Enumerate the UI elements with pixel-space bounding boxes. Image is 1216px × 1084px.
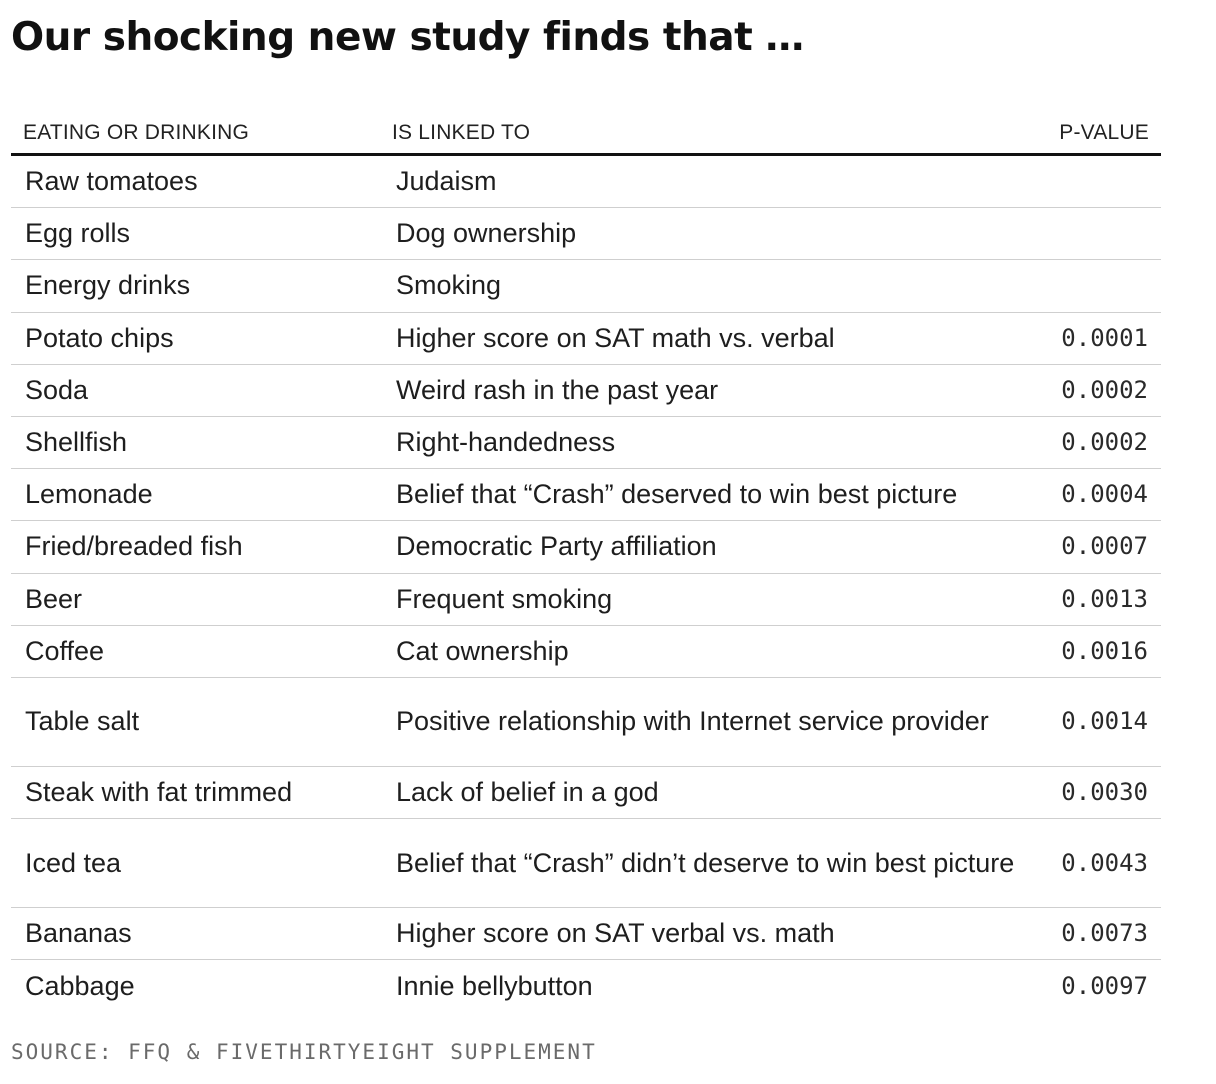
p-value-cell: 0.0002 bbox=[1061, 428, 1148, 457]
food-cell: Bananas bbox=[25, 918, 132, 949]
table-row: Lemonade Belief that “Crash” deserved to … bbox=[11, 469, 1161, 522]
p-value-cell: 0.0043 bbox=[1061, 848, 1148, 877]
table-row: Shellfish Right-handedness 0.0002 bbox=[11, 417, 1161, 470]
food-cell: Shellfish bbox=[25, 427, 128, 458]
table-row: Iced tea Belief that “Crash” didn’t deser… bbox=[11, 819, 1161, 909]
food-cell: Cabbage bbox=[25, 970, 135, 1001]
p-value-cell: 0.0030 bbox=[1061, 777, 1148, 806]
food-cell: Soda bbox=[25, 374, 89, 405]
linked-to-cell: Democratic Party affiliation bbox=[396, 531, 717, 562]
food-cell: Raw tomatoes bbox=[25, 166, 198, 197]
table-row: Fried/breaded fish Democratic Party affil… bbox=[11, 521, 1161, 574]
food-cell: Beer bbox=[25, 583, 83, 614]
food-cell: Potato chips bbox=[25, 322, 174, 353]
column-header-food: EATING OR DRINKING bbox=[23, 121, 250, 144]
p-value-cell: 0.0002 bbox=[1061, 375, 1148, 404]
table-row: Egg rolls Dog ownership bbox=[11, 208, 1161, 261]
table-row: Coffee Cat ownership 0.0016 bbox=[11, 626, 1161, 678]
linked-to-cell: Higher score on SAT math vs. verbal bbox=[396, 322, 835, 353]
food-cell: Table salt bbox=[25, 706, 140, 737]
page-title: Our shocking new study finds that … bbox=[11, 15, 804, 60]
linked-to-cell: Dog ownership bbox=[396, 218, 577, 249]
table-row: Energy drinks Smoking bbox=[11, 260, 1161, 313]
linked-to-cell: Smoking bbox=[396, 270, 502, 301]
food-cell: Iced tea bbox=[25, 847, 122, 878]
food-cell: Coffee bbox=[25, 635, 105, 666]
table-header: EATING OR DRINKING IS LINKED TO P-VALUE bbox=[11, 112, 1161, 156]
p-value-cell: 0.0001 bbox=[1061, 323, 1148, 352]
table-row: Raw tomatoes Judaism bbox=[11, 156, 1161, 209]
linked-to-cell: Belief that “Crash” deserved to win best… bbox=[396, 479, 958, 510]
table-row: Bananas Higher score on SAT verbal vs. ma… bbox=[11, 908, 1161, 961]
food-cell: Fried/breaded fish bbox=[25, 531, 243, 562]
p-value-cell: 0.0097 bbox=[1061, 971, 1148, 1000]
table-body: Raw tomatoes Judaism Egg rolls Dog ownershi… bbox=[11, 156, 1161, 1012]
linked-to-cell: Right-handedness bbox=[396, 427, 616, 458]
p-value-cell: 0.0013 bbox=[1061, 584, 1148, 613]
p-value-cell: 0.0004 bbox=[1061, 480, 1148, 509]
linked-to-cell: Positive relationship with Internet serv… bbox=[396, 706, 989, 737]
food-cell: Steak with fat trimmed bbox=[25, 776, 293, 807]
results-table: EATING OR DRINKING IS LINKED TO P-VALUE … bbox=[11, 112, 1161, 1012]
p-value-cell: 0.0016 bbox=[1061, 636, 1148, 665]
p-value-cell: 0.0007 bbox=[1061, 532, 1148, 561]
table-row: Potato chips Higher score on SAT math vs.… bbox=[11, 313, 1161, 365]
source-note: SOURCE: FFQ & FIVETHIRTYEIGHT SUPPLEMENT bbox=[11, 1040, 597, 1064]
p-value-cell: 0.0014 bbox=[1061, 707, 1148, 736]
linked-to-cell: Lack of belief in a god bbox=[396, 776, 659, 807]
food-cell: Egg rolls bbox=[25, 218, 131, 249]
table-row: Table salt Positive relationship with Int… bbox=[11, 678, 1161, 767]
table-row: Soda Weird rash in the past year 0.0002 bbox=[11, 365, 1161, 417]
food-cell: Energy drinks bbox=[25, 270, 191, 301]
linked-to-cell: Judaism bbox=[396, 166, 497, 197]
linked-to-cell: Weird rash in the past year bbox=[396, 374, 719, 405]
column-header-p-value: P-VALUE bbox=[1059, 121, 1149, 144]
linked-to-cell: Innie bellybutton bbox=[396, 970, 593, 1001]
linked-to-cell: Higher score on SAT verbal vs. math bbox=[396, 918, 835, 949]
column-header-linked: IS LINKED TO bbox=[392, 121, 531, 144]
p-value-cell: 0.0073 bbox=[1061, 919, 1148, 948]
linked-to-cell: Frequent smoking bbox=[396, 583, 613, 614]
table-row: Beer Frequent smoking 0.0013 bbox=[11, 574, 1161, 626]
food-cell: Lemonade bbox=[25, 479, 153, 510]
linked-to-cell: Belief that “Crash” didn’t deserve to wi… bbox=[396, 847, 1015, 878]
table-row: Cabbage Innie bellybutton 0.0097 bbox=[11, 960, 1161, 1012]
table-row: Steak with fat trimmed Lack of belief in … bbox=[11, 767, 1161, 820]
linked-to-cell: Cat ownership bbox=[396, 635, 569, 666]
